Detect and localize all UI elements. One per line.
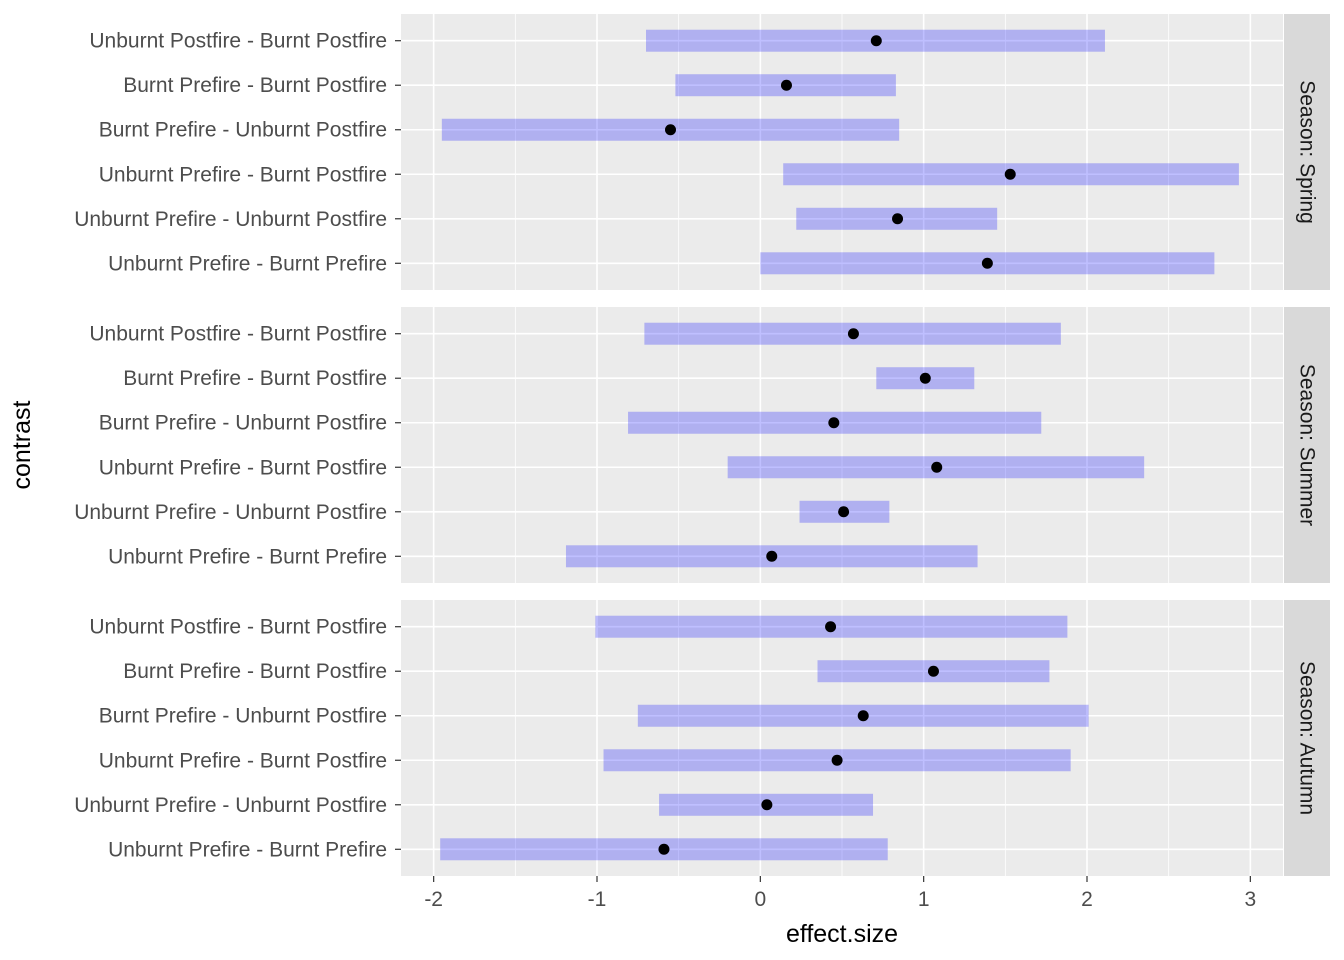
y-tick-label: Unburnt Postfire - Burnt Postfire <box>89 30 387 53</box>
y-tick-label: Unburnt Prefire - Burnt Prefire <box>108 838 387 861</box>
facet-strip-label: Season: Summer <box>1296 364 1319 526</box>
facet-panel: Unburnt Postfire - Burnt Postfire Burnt P… <box>74 600 1330 876</box>
estimate-point <box>892 213 904 225</box>
facet-panel: Unburnt Postfire - Burnt Postfire Burnt P… <box>74 307 1330 583</box>
y-tick-label: Unburnt Prefire - Burnt Postfire <box>99 456 387 479</box>
estimate-point <box>658 843 670 855</box>
estimate-point <box>847 328 859 340</box>
y-tick-label: Unburnt Prefire - Burnt Postfire <box>99 163 387 186</box>
x-axis-title: effect.size <box>786 920 898 948</box>
x-tick-label: 2 <box>1081 888 1093 911</box>
x-tick-label: 0 <box>754 888 766 911</box>
estimate-point <box>825 621 837 633</box>
estimate-point <box>931 461 943 473</box>
estimate-point <box>761 799 773 811</box>
y-tick-label: Burnt Prefire - Unburnt Postfire <box>99 119 387 142</box>
y-tick-label: Burnt Prefire - Burnt Postfire <box>123 74 387 97</box>
facet-strip <box>1284 14 1330 290</box>
x-tick-label: -1 <box>588 888 607 911</box>
estimate-point <box>857 710 869 722</box>
y-axis-title: contrast <box>8 400 36 489</box>
x-tick-label: -2 <box>424 888 443 911</box>
estimate-point <box>780 79 792 91</box>
estimate-point <box>927 665 939 677</box>
y-tick-label: Unburnt Postfire - Burnt Postfire <box>89 323 387 346</box>
y-tick-label: Unburnt Prefire - Unburnt Postfire <box>74 794 387 817</box>
estimate-point <box>831 754 843 766</box>
estimate-point <box>870 35 882 47</box>
estimate-point <box>919 372 931 384</box>
y-tick-label: Unburnt Postfire - Burnt Postfire <box>89 616 387 639</box>
estimate-point <box>828 417 840 429</box>
facet-strip <box>1284 307 1330 583</box>
x-axis: -2 -1 0 1 2 3 <box>424 876 1256 911</box>
estimate-point <box>838 506 850 518</box>
facet-panel: Unburnt Postfire - Burnt Postfire Burnt P… <box>74 14 1330 290</box>
y-tick-label: Burnt Prefire - Burnt Postfire <box>123 367 387 390</box>
y-tick-label: Burnt Prefire - Unburnt Postfire <box>99 412 387 435</box>
y-tick-label: Unburnt Prefire - Unburnt Postfire <box>74 208 387 231</box>
y-tick-label: Unburnt Prefire - Burnt Prefire <box>108 545 387 568</box>
facet-strip <box>1284 600 1330 876</box>
y-tick-label: Unburnt Prefire - Unburnt Postfire <box>74 501 387 524</box>
estimate-point <box>981 257 993 269</box>
estimate-point <box>1004 168 1016 180</box>
y-tick-label: Burnt Prefire - Unburnt Postfire <box>99 705 387 728</box>
facet-panels: Unburnt Postfire - Burnt Postfire Burnt P… <box>74 14 1330 876</box>
y-tick-label: Unburnt Prefire - Burnt Prefire <box>108 252 387 275</box>
x-tick-label: 1 <box>918 888 930 911</box>
facet-strip-label: Season: Autumn <box>1296 661 1319 815</box>
y-tick-label: Burnt Prefire - Burnt Postfire <box>123 660 387 683</box>
estimate-point <box>766 550 778 562</box>
facet-strip-label: Season: Spring <box>1296 80 1319 224</box>
estimate-point <box>665 124 676 136</box>
y-tick-label: Unburnt Prefire - Burnt Postfire <box>99 749 387 772</box>
x-tick-label: 3 <box>1244 888 1256 911</box>
